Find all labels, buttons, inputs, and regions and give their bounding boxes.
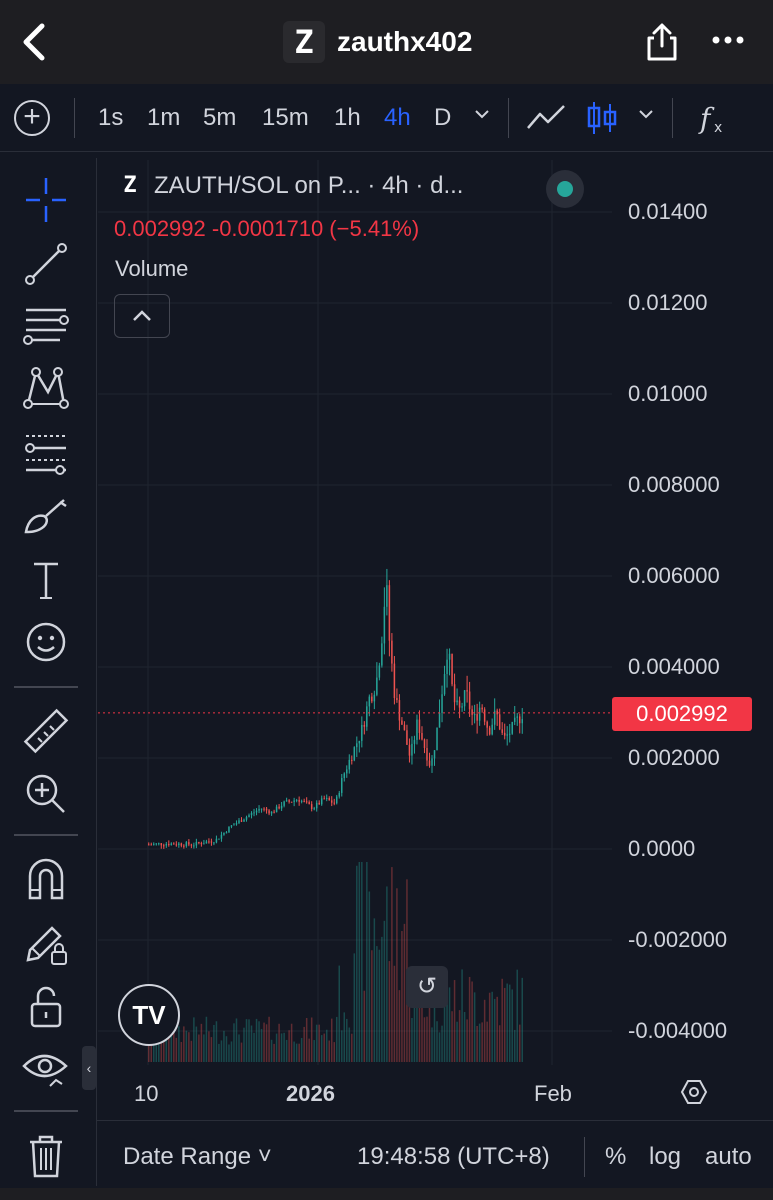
sidebar-divider [14,834,78,836]
x-tick-label: 2026 [286,1081,335,1106]
timeframe-1s[interactable]: 1s [98,104,124,131]
forecast-icon[interactable] [20,428,72,476]
chart-legend[interactable]: Z ZAUTH/SOL on P... · 4h · d... [116,172,463,200]
line-chart-icon[interactable] [524,98,568,138]
bottom-divider [584,1137,585,1177]
volume-label[interactable]: Volume [115,256,189,281]
market-status-dot-icon[interactable] [546,170,584,208]
trend-line-icon[interactable] [20,240,72,288]
toolbar-divider [672,98,673,138]
back-chevron-icon[interactable] [18,22,52,62]
crosshair-icon[interactable] [20,176,72,224]
timeframe-5m[interactable]: 5m [203,104,237,131]
emoji-icon[interactable] [20,618,72,666]
x-tick-label: Feb [534,1081,572,1106]
svg-text:x: x [714,120,722,136]
timeframe-1m[interactable]: 1m [147,104,181,131]
timeframe-15m[interactable]: 15m [262,104,309,131]
pattern-icon[interactable] [20,364,72,412]
add-symbol-plus-icon[interactable]: + [14,100,50,136]
symbol-logo: Z [123,173,137,198]
lock-drawing-pencil-icon[interactable] [20,920,72,968]
y-tick-label: 0.002000 [628,745,720,770]
collapse-legend-button[interactable] [114,294,170,338]
fib-retracement-icon[interactable] [20,302,72,350]
timeframe-1h[interactable]: 1h [334,104,361,131]
page-title: zauthx402 [337,26,473,57]
auto-scale-toggle[interactable]: auto [705,1143,752,1170]
bottom-bar: Date Range ˅ 19:48:58 (UTC+8) % log auto [96,1120,773,1190]
toolbar-divider [508,98,509,138]
price-change-readout: 0.002992 -0.0001710 (−5.41%) [114,216,420,241]
y-tick-label: -0.002000 [628,927,728,952]
y-tick-label: 0.004000 [628,654,720,679]
ruler-icon[interactable] [20,708,72,756]
timeframe-d[interactable]: D [434,104,452,131]
sidebar-collapse-tab[interactable]: ‹ [82,1046,96,1090]
toolbar-divider [74,98,75,138]
candlestick-chart-icon[interactable] [580,98,624,138]
y-tick-label: 0.008000 [628,472,720,497]
chart-toolbar: + 1s 1m 5m 15m 1h 4h D f x [0,84,773,152]
chart-type-chevron-down-icon[interactable] [638,106,654,127]
text-tool-icon[interactable] [20,556,72,604]
y-tick-label: 0.0000 [628,836,696,861]
indicators-fx-icon[interactable]: f x [694,98,738,138]
sidebar-divider [14,686,78,688]
date-range-dropdown[interactable]: Date Range ˅ [123,1143,272,1170]
timeframe-4h[interactable]: 4h [384,104,411,131]
symbol-title[interactable]: ZAUTH/SOL on P... · 4h · d... [154,172,464,199]
zoom-in-icon[interactable] [20,768,72,816]
timeframe-chevron-down-icon[interactable] [474,106,490,127]
clock-timezone[interactable]: 19:48:58 (UTC+8) [357,1143,550,1170]
bottom-strip [0,1188,773,1200]
drawing-tools-sidebar [0,152,92,1200]
brush-icon[interactable] [20,492,72,540]
magnet-icon[interactable] [20,854,72,902]
percent-scale-toggle[interactable]: % [605,1143,627,1170]
y-tick-label: 0.006000 [628,563,720,588]
reset-chart-button[interactable]: ↺ [406,966,448,1008]
token-title[interactable]: Z zauthx402 [283,20,472,64]
top-nav-bar: Z zauthx402 [0,0,773,84]
sidebar-divider [14,1110,78,1112]
y-tick-label: -0.004000 [628,1018,728,1043]
y-tick-label: 0.01000 [628,381,708,406]
trash-icon[interactable] [20,1132,72,1180]
svg-text:f: f [698,102,715,135]
tradingview-logo[interactable]: TV [118,984,180,1046]
x-tick-label: 10 [134,1081,159,1106]
chart-settings-hexagon-icon[interactable] [680,1078,708,1106]
more-dots-icon[interactable] [710,28,746,52]
chart-pane[interactable] [96,158,773,1186]
token-logo: Z [283,21,325,63]
last-price-tag: 0.002992 [612,697,752,731]
log-scale-toggle[interactable]: log [649,1143,682,1170]
visibility-eye-icon[interactable] [20,1044,72,1092]
unlock-icon[interactable] [20,982,72,1030]
y-tick-label: 0.01200 [628,290,708,315]
y-tick-label: 0.01400 [628,199,708,224]
share-icon[interactable] [644,22,680,62]
